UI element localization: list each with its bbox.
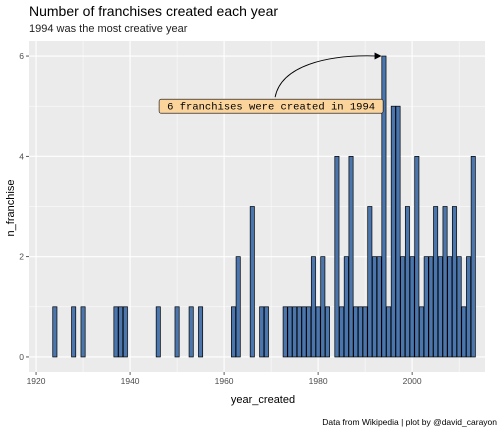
bar bbox=[409, 256, 415, 358]
bar bbox=[320, 256, 326, 358]
bar bbox=[188, 306, 194, 358]
bar bbox=[367, 206, 373, 358]
bar bbox=[301, 306, 307, 358]
bar bbox=[334, 156, 340, 358]
bar bbox=[306, 306, 312, 358]
bar bbox=[447, 256, 453, 358]
bar bbox=[357, 306, 363, 358]
bar bbox=[249, 206, 255, 358]
bar bbox=[231, 306, 236, 358]
bar bbox=[235, 256, 241, 358]
bar bbox=[376, 256, 382, 358]
bar bbox=[122, 306, 128, 358]
bar bbox=[372, 256, 377, 358]
bar bbox=[353, 306, 359, 358]
x-tick-label: 1940 bbox=[121, 376, 140, 386]
annotation-box bbox=[158, 98, 384, 114]
y-axis-ticks: 0 2 4 6 bbox=[19, 51, 29, 362]
chart-subtitle: 1994 was the most creative year bbox=[29, 23, 188, 35]
bar bbox=[339, 306, 345, 358]
y-tick-label: 2 bbox=[19, 252, 24, 262]
bar bbox=[80, 306, 86, 358]
bar bbox=[414, 156, 420, 358]
bar bbox=[174, 306, 180, 358]
y-axis-title: n_franchise bbox=[5, 180, 17, 237]
bar bbox=[282, 306, 288, 358]
bar bbox=[315, 306, 321, 358]
bar bbox=[466, 256, 472, 358]
bar bbox=[442, 206, 448, 358]
y-tick-label: 4 bbox=[19, 151, 24, 161]
bar bbox=[395, 105, 401, 358]
bar bbox=[419, 306, 425, 358]
x-axis-ticks: 1920 1940 1960 1980 2000 bbox=[27, 372, 422, 386]
bars bbox=[52, 55, 476, 358]
bar bbox=[263, 306, 269, 358]
bar bbox=[451, 206, 457, 358]
bar bbox=[470, 156, 476, 358]
bar bbox=[428, 256, 434, 358]
chart-caption: Data from Wikipedia | plot by @david_car… bbox=[322, 417, 497, 427]
bar bbox=[155, 306, 161, 358]
bar bbox=[386, 306, 392, 358]
bar bbox=[71, 306, 77, 358]
bar bbox=[362, 306, 368, 358]
bar bbox=[433, 206, 439, 358]
bar bbox=[292, 306, 298, 358]
bar bbox=[423, 256, 429, 358]
chart-title: Number of franchises created each year bbox=[29, 3, 278, 19]
major-grid bbox=[29, 41, 485, 372]
y-tick-label: 6 bbox=[19, 51, 24, 61]
annotation-arrow bbox=[274, 55, 379, 98]
bar bbox=[400, 256, 406, 358]
bar bbox=[310, 256, 316, 358]
bar bbox=[52, 306, 58, 358]
bar bbox=[259, 306, 265, 358]
bar bbox=[404, 206, 410, 358]
x-tick-label: 2000 bbox=[403, 376, 422, 386]
bar bbox=[381, 55, 387, 358]
bar bbox=[325, 306, 330, 358]
bar bbox=[348, 156, 354, 358]
bar bbox=[456, 256, 462, 358]
bar bbox=[198, 306, 204, 358]
bar bbox=[296, 306, 302, 358]
bar bbox=[343, 256, 349, 358]
annotation-arrowhead bbox=[374, 52, 382, 60]
bar bbox=[287, 306, 293, 358]
bar bbox=[390, 105, 396, 358]
bar bbox=[437, 256, 443, 358]
x-tick-label: 1980 bbox=[309, 376, 328, 386]
x-tick-label: 1960 bbox=[215, 376, 234, 386]
bar bbox=[461, 306, 467, 358]
bar bbox=[118, 306, 124, 358]
x-tick-label: 1920 bbox=[27, 376, 46, 386]
y-tick-label: 0 bbox=[19, 352, 24, 362]
x-axis-title: year_created bbox=[231, 394, 295, 406]
annotation-label: 6 franchises were created in 1994 bbox=[167, 102, 375, 114]
bar bbox=[113, 306, 119, 358]
